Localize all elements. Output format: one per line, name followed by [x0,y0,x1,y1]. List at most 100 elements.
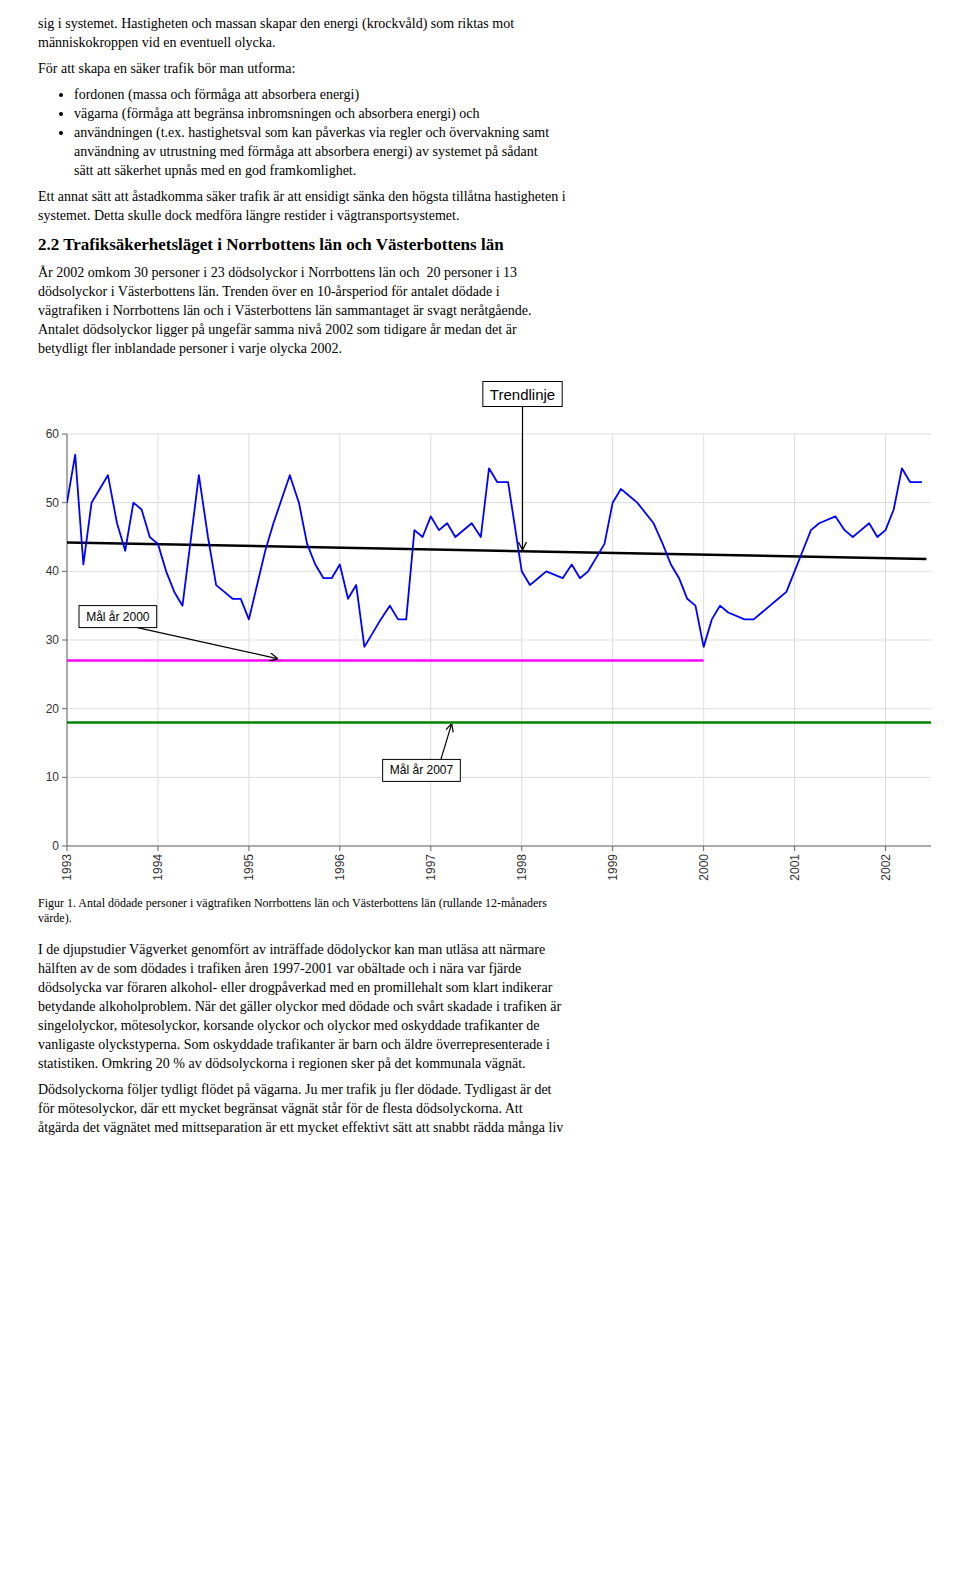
paragraph: Dödsolyckorna följer tydligt flödet på v… [0,1080,960,1137]
tick-label: 1996 [333,854,347,881]
grid-line [67,502,931,503]
tick [62,777,67,778]
section-heading: 2.2 Trafiksäkerhetsläget i Norrbottens l… [0,233,960,257]
annotation-box [383,759,461,781]
annotation: Mål år 2007 [390,763,454,777]
tick [339,846,340,851]
tick-label: 2000 [697,854,711,881]
paragraph: I de djupstudier Vägverket genomfört av … [0,940,960,1073]
bullet: användningen (t.ex. hastighetsval som ka… [74,123,922,180]
text-line: vägarna (förmåga att begränsa inbromsnin… [74,104,922,123]
tick-label: 2002 [879,854,893,881]
text-line: människokroppen vid en eventuell olycka. [38,33,922,52]
text-line: betydande alkoholproblem. När det gäller… [38,997,922,1016]
paragraph: För att skapa en säker trafik bör man ut… [0,59,960,78]
text-line: Dödsolyckorna följer tydligt flödet på v… [38,1080,922,1099]
tick [62,571,67,572]
annotation: Trendlinje [490,386,555,403]
grid-line [67,571,931,572]
text-line: användningen (t.ex. hastighetsval som ka… [74,123,922,142]
text-line: fordonen (massa och förmåga att absorber… [74,85,922,104]
tick-label: 1997 [424,854,438,881]
bullet: vägarna (förmåga att begränsa inbromsnin… [74,104,922,123]
annotation-arrow [441,724,452,759]
tick [703,846,704,851]
grid-line [794,434,795,846]
figure-caption: Figur 1. Antal dödade personer i vägtraf… [0,896,960,926]
annotations: Mål år 2007 Mål år 2000 Trendlinje [79,382,562,782]
paragraph: År 2002 omkom 30 personer i 23 dödsolyck… [0,263,960,358]
tick [67,846,68,851]
text-line: vägtrafiken i Norrbottens län och i Väst… [38,301,922,320]
text-line: åtgärda det vägnätet med mittseparation … [38,1118,922,1137]
bullet: fordonen (massa och förmåga att absorber… [74,85,922,104]
text-line: hälften av de som dödades i trafiken åre… [38,959,922,978]
annotation-box [79,606,157,628]
tick-label: 30 [46,633,60,647]
annotation-box [483,382,562,407]
grid-line [703,434,704,846]
paragraph: sig i systemet. Hastigheten och massan s… [0,14,960,52]
tick-label: 1995 [242,854,256,881]
paragraph: Ett annat sätt att åstadkomma säker traf… [0,187,960,225]
text-line: systemet. Detta skulle dock medföra läng… [38,206,922,225]
tick [430,846,431,851]
plot-area [67,455,931,723]
reference-line [67,659,704,662]
tick [612,846,613,851]
tick [794,846,795,851]
text-line: sig i systemet. Hastigheten och massan s… [38,14,922,33]
tick [885,846,886,851]
tick [62,434,67,435]
tick-label: 10 [46,770,60,784]
text-line: År 2002 omkom 30 personer i 23 dödsolyck… [38,263,922,282]
annotation: Mål år 2000 [86,610,150,624]
tick-label: 60 [46,427,60,441]
grid-line [157,434,158,846]
page: sig i systemet. Hastigheten och massan s… [0,0,960,1137]
tick-label: 1993 [60,854,74,881]
grid-line [67,777,931,778]
x-axis-line [67,846,931,847]
chart: 0102030405060199319941995199619971998199… [0,366,960,896]
tick [62,708,67,709]
text-line: Antalet dödsolyckor ligger på ungefär sa… [38,320,922,339]
bullets: fordonen (massa och förmåga att absorber… [38,85,922,180]
tick [62,640,67,641]
grid-line [430,434,431,846]
tick [62,502,67,503]
grid-line [248,434,249,846]
text-line: betydligt fler inblandade personer i var… [38,339,922,358]
data-line [67,455,922,647]
grid-line [67,846,931,847]
tick [248,846,249,851]
text-line: singelolyckor, mötesolyckor, korsande ol… [38,1016,922,1035]
tick-label: 40 [46,564,60,578]
grid-line [67,434,931,435]
reference-line [67,542,926,558]
axes: 0102030405060199319941995199619971998199… [46,427,931,881]
grid-line [612,434,613,846]
tick-label: 1999 [606,854,620,881]
tick [62,846,67,847]
tick-label: 1998 [515,854,529,881]
annotation-arrow [522,407,523,550]
text-line: I de djupstudier Vägverket genomfört av … [38,940,922,959]
grid-line [339,434,340,846]
tick-label: 1994 [151,854,165,881]
text-line: vanligaste olyckstyperna. Som oskyddade … [38,1035,922,1054]
text-line: användning av utrustning med förmåga att… [74,142,922,161]
text-line: statistiken. Omkring 20 % av dödsolyckor… [38,1054,922,1073]
text-line: dödsolyckor i Västerbottens län. Trenden… [38,282,922,301]
tick-label: 2001 [788,854,802,881]
bullet-list: fordonen (massa och förmåga att absorber… [0,85,960,180]
text-line: för mötesolyckor, där ett mycket begräns… [38,1099,922,1118]
text-line: dödsolycka var föraren alkohol- eller dr… [38,978,922,997]
tick [521,846,522,851]
grid [67,434,931,846]
text-line: sätt att säkerhet upnås med en god framk… [74,161,922,180]
text-line: Ett annat sätt att åstadkomma säker traf… [38,187,922,206]
tick-label: 0 [52,839,59,853]
tick-label: 20 [46,702,60,716]
grid-line [885,434,886,846]
